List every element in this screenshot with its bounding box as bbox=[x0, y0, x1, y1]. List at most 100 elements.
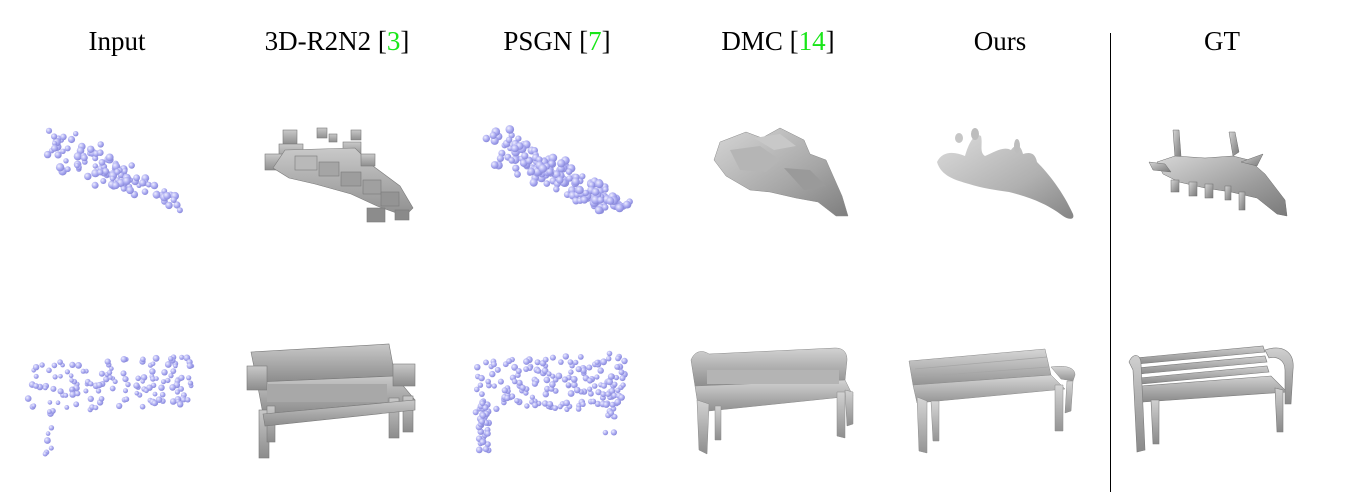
airplane-dmc-mesh bbox=[700, 120, 870, 230]
point-cloud-point bbox=[561, 376, 568, 383]
point-cloud-point bbox=[100, 178, 107, 184]
point-cloud-point bbox=[69, 361, 76, 368]
point-cloud-point bbox=[594, 359, 600, 365]
point-cloud-point bbox=[48, 445, 54, 451]
point-cloud-point bbox=[543, 180, 551, 187]
point-cloud-point bbox=[594, 206, 603, 215]
citation-link-7[interactable]: 7 bbox=[588, 26, 602, 56]
point-cloud-point bbox=[606, 350, 613, 357]
point-cloud-point bbox=[69, 378, 74, 383]
point-cloud-point bbox=[527, 167, 535, 176]
point-cloud-point bbox=[50, 385, 57, 392]
point-cloud-point bbox=[33, 383, 39, 389]
header-dmc: DMC [14] bbox=[721, 26, 834, 57]
airplane-r2n2-voxel bbox=[255, 120, 425, 240]
point-cloud-point bbox=[83, 388, 89, 394]
point-cloud-point bbox=[618, 394, 625, 401]
point-cloud-point bbox=[33, 373, 39, 379]
point-cloud-point bbox=[511, 144, 519, 153]
point-cloud-point bbox=[567, 359, 574, 365]
bench-psgn-pointcloud bbox=[465, 340, 645, 465]
point-cloud-point bbox=[542, 391, 549, 398]
point-cloud-point bbox=[125, 381, 131, 388]
point-cloud-point bbox=[570, 381, 578, 389]
point-cloud-point bbox=[534, 359, 541, 366]
point-cloud-point bbox=[109, 366, 114, 371]
header-3d-r2n2: 3D-R2N2 [3] bbox=[265, 26, 410, 57]
point-cloud-point bbox=[108, 375, 113, 380]
point-cloud-point bbox=[544, 385, 551, 392]
point-cloud-point bbox=[525, 157, 533, 165]
point-cloud-point bbox=[588, 390, 594, 397]
point-cloud-point bbox=[484, 441, 491, 448]
point-cloud-point bbox=[613, 374, 620, 381]
point-cloud-point bbox=[558, 359, 564, 365]
point-cloud-point bbox=[44, 437, 51, 444]
point-cloud-point bbox=[474, 364, 481, 371]
point-cloud-point bbox=[509, 393, 516, 400]
point-cloud-point bbox=[611, 392, 618, 399]
point-cloud-point bbox=[614, 364, 621, 370]
point-cloud-point bbox=[104, 358, 111, 365]
point-cloud-point bbox=[496, 154, 504, 162]
point-cloud-point bbox=[43, 150, 52, 159]
point-cloud-point bbox=[109, 385, 116, 392]
point-cloud-point bbox=[594, 400, 601, 407]
point-cloud-point bbox=[587, 386, 593, 392]
point-cloud-point bbox=[150, 361, 156, 367]
point-cloud-point bbox=[597, 196, 604, 204]
point-cloud-point bbox=[567, 390, 575, 397]
point-cloud-point bbox=[580, 196, 589, 204]
point-cloud-point bbox=[102, 167, 110, 175]
point-cloud-point bbox=[98, 159, 106, 166]
point-cloud-point bbox=[64, 166, 71, 173]
point-cloud-point bbox=[128, 162, 135, 169]
header-psgn: PSGN [7] bbox=[503, 26, 610, 57]
point-cloud-point bbox=[612, 414, 618, 420]
point-cloud-point bbox=[168, 356, 174, 362]
point-cloud-point bbox=[152, 190, 161, 199]
header-3d-r2n2-label: 3D-R2N2 [ bbox=[264, 26, 387, 56]
point-cloud-point bbox=[45, 127, 53, 134]
point-cloud-point bbox=[546, 401, 554, 408]
point-cloud-point bbox=[570, 375, 578, 383]
point-cloud-point bbox=[521, 152, 529, 160]
point-cloud-point bbox=[614, 398, 622, 406]
point-cloud-point bbox=[150, 181, 159, 190]
point-cloud-point bbox=[514, 170, 521, 178]
point-cloud-point bbox=[485, 378, 491, 385]
point-cloud-point bbox=[159, 391, 166, 398]
point-cloud-point bbox=[506, 358, 512, 365]
point-cloud-point bbox=[580, 367, 587, 374]
point-cloud-point bbox=[133, 174, 140, 182]
point-cloud-point bbox=[541, 367, 549, 374]
point-cloud-point bbox=[531, 380, 538, 387]
point-cloud-point bbox=[505, 125, 515, 134]
point-cloud-point bbox=[103, 376, 110, 383]
point-cloud-point bbox=[152, 391, 158, 397]
point-cloud-point bbox=[482, 404, 489, 411]
point-cloud-point bbox=[74, 163, 80, 169]
point-cloud-point bbox=[95, 388, 102, 394]
header-input-label: Input bbox=[88, 26, 146, 56]
point-cloud-point bbox=[140, 374, 148, 381]
point-cloud-point bbox=[535, 368, 542, 374]
point-cloud-point bbox=[605, 391, 611, 397]
point-cloud-point bbox=[97, 149, 104, 156]
point-cloud-point bbox=[123, 388, 128, 394]
point-cloud-point bbox=[508, 157, 515, 164]
citation-link-3[interactable]: 3 bbox=[386, 26, 401, 56]
point-cloud-point bbox=[529, 178, 538, 187]
point-cloud-point bbox=[163, 192, 171, 200]
point-cloud-point bbox=[120, 185, 127, 192]
point-cloud-point bbox=[107, 370, 113, 376]
point-cloud-point bbox=[75, 362, 82, 369]
point-cloud-point bbox=[122, 376, 129, 383]
point-cloud-point bbox=[186, 375, 192, 381]
citation-link-14[interactable]: 14 bbox=[798, 26, 826, 56]
point-cloud-point bbox=[524, 403, 530, 409]
point-cloud-point bbox=[155, 396, 163, 403]
airplane-ours-mesh bbox=[925, 122, 1095, 232]
point-cloud-point bbox=[475, 446, 483, 454]
point-cloud-point bbox=[615, 355, 621, 362]
